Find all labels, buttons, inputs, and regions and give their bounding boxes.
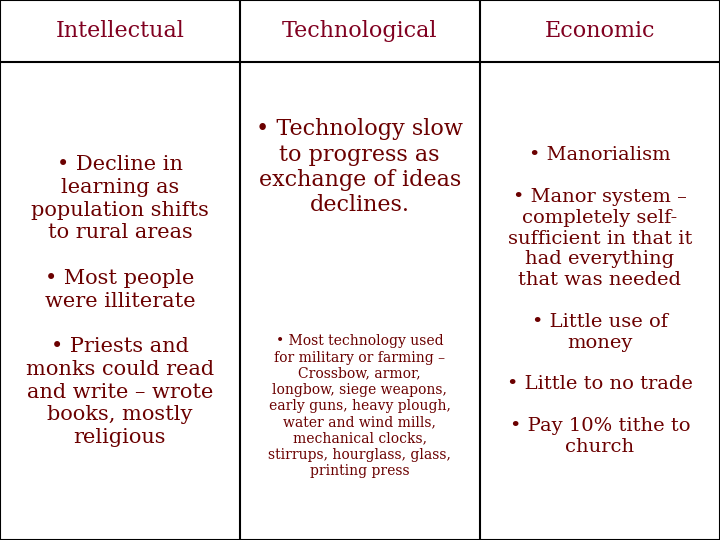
Text: • Manorialism

• Manor system –
completely self-
sufficient in that it
had every: • Manorialism • Manor system – completel… <box>507 146 693 456</box>
Text: Economic: Economic <box>544 20 655 42</box>
Text: • Decline in
learning as
population shifts
to rural areas

• Most people
were il: • Decline in learning as population shif… <box>26 155 214 447</box>
Text: • Most technology used
for military or farming –
Crossbow, armor,
longbow, siege: • Most technology used for military or f… <box>269 334 451 478</box>
Text: Intellectual: Intellectual <box>55 20 184 42</box>
Text: Technological: Technological <box>282 20 437 42</box>
Text: • Technology slow
to progress as
exchange of ideas
declines.: • Technology slow to progress as exchang… <box>256 118 463 217</box>
